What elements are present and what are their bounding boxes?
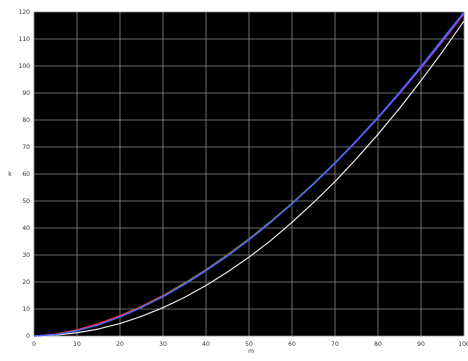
y-tick-label: 100 <box>19 63 31 70</box>
y-tick-label: 50 <box>22 198 30 205</box>
y-tick-label: 0 <box>26 333 30 340</box>
y-tick-label: 10 <box>22 306 30 313</box>
y-tick-label: 90 <box>22 90 30 97</box>
x-tick-label: 0 <box>32 341 36 348</box>
x-tick-label: 70 <box>331 341 339 348</box>
x-tick-label: 80 <box>374 341 382 348</box>
x-tick-label: 100 <box>458 341 468 348</box>
y-tick-label: 60 <box>22 171 30 178</box>
y-tick-label: 80 <box>22 117 30 124</box>
x-tick-label: 40 <box>202 341 210 348</box>
x-axis-ticks: 0 10 20 30 40 50 60 70 80 90 100 <box>32 341 468 348</box>
y-tick-label: 30 <box>22 252 30 259</box>
y-tick-label: 70 <box>22 144 30 151</box>
x-axis-label: m <box>248 348 254 355</box>
y-tick-label: 40 <box>22 225 30 232</box>
y-tick-label: 120 <box>19 9 31 16</box>
gridlines <box>33 11 465 337</box>
x-tick-label: 50 <box>245 341 253 348</box>
y-tick-label: 20 <box>22 279 30 286</box>
series-group <box>33 11 465 337</box>
x-tick-label: 10 <box>73 341 81 348</box>
y-axis-label: k <box>8 171 12 178</box>
y-axis-ticks: 0 10 20 30 40 50 60 70 80 90 100 110 120 <box>19 9 31 340</box>
x-tick-label: 90 <box>417 341 425 348</box>
series-line-5 <box>33 11 465 337</box>
x-tick-label: 30 <box>159 341 167 348</box>
x-tick-label: 20 <box>116 341 124 348</box>
x-tick-label: 60 <box>288 341 296 348</box>
y-tick-label: 110 <box>19 36 31 43</box>
series-line-1 <box>33 20 465 337</box>
